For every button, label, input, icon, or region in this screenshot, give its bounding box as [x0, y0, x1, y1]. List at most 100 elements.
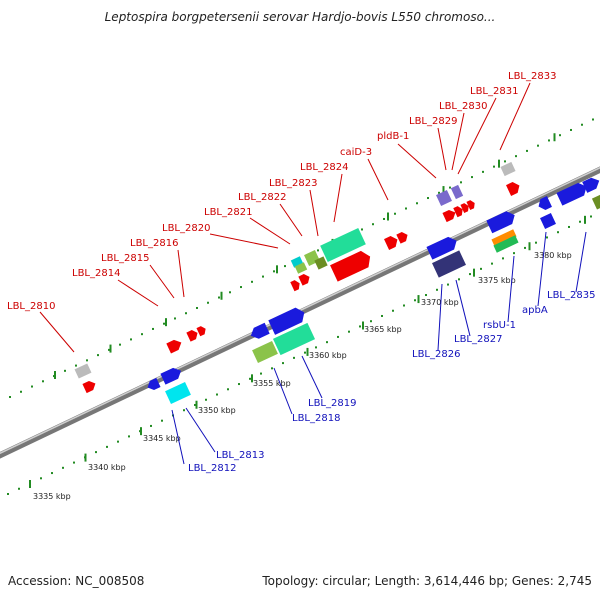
leader-line — [367, 158, 389, 201]
gene-label-LBL_2821[interactable]: LBL_2821 — [204, 207, 252, 218]
gene-feature[interactable] — [536, 196, 552, 212]
genome-summary-text: Topology: circular; Length: 3,614,446 bp… — [262, 574, 592, 588]
gene-feature-highlight — [259, 97, 301, 122]
leader-line — [185, 407, 216, 453]
gene-feature[interactable] — [432, 250, 466, 278]
tick-label-3360: 3360 kbp — [309, 351, 347, 360]
leader-line — [397, 143, 437, 179]
gene-label-LBL_2816[interactable]: LBL_2816 — [130, 238, 178, 249]
gene-label-LBL_2824[interactable]: LBL_2824 — [300, 162, 348, 173]
gene-feature[interactable] — [384, 234, 400, 250]
gene-label-LBL_2819[interactable]: LBL_2819 — [308, 398, 356, 409]
gene-label-rsbU-1[interactable]: rsbU-1 — [483, 320, 516, 331]
gene-feature[interactable] — [486, 209, 517, 234]
tick-label-3370: 3370 kbp — [421, 298, 459, 307]
gene-feature-highlight — [228, 123, 239, 130]
gene-feature[interactable] — [320, 227, 366, 263]
tick-label-3375: 3375 kbp — [478, 276, 516, 285]
tick-label-3350: 3350 kbp — [198, 406, 236, 415]
gene-label-caiD-3[interactable]: caiD-3 — [340, 147, 372, 158]
gene-label-LBL_2823[interactable]: LBL_2823 — [269, 178, 317, 189]
gene-feature[interactable] — [82, 379, 97, 394]
forward-dotted-track — [9, 118, 594, 398]
gene-feature-highlight — [239, 111, 253, 121]
gene-feature[interactable] — [314, 256, 328, 270]
gene-feature-highlight — [364, 104, 394, 120]
gene-label-LBL_2833[interactable]: LBL_2833 — [508, 71, 556, 82]
gene-label-LBL_2829[interactable]: LBL_2829 — [409, 116, 457, 127]
gene-feature[interactable] — [500, 161, 516, 177]
gene-feature[interactable] — [248, 322, 270, 341]
reverse-dotted-track — [7, 215, 592, 495]
map-title: Leptospira borgpetersenii serovar Hardjo… — [104, 10, 496, 24]
gene-feature[interactable] — [160, 365, 183, 385]
gene-feature[interactable] — [540, 213, 556, 229]
gene-feature[interactable] — [196, 325, 207, 337]
gene-feature[interactable] — [74, 363, 92, 379]
gene-feature[interactable] — [491, 229, 517, 247]
leader-line — [451, 112, 465, 171]
gene-label-LBL_2813[interactable]: LBL_2813 — [216, 450, 264, 461]
leader-line — [149, 264, 175, 299]
gene-feature-highlight — [336, 104, 347, 111]
gene-feature[interactable] — [165, 382, 191, 404]
gene-feature-highlight — [484, 94, 498, 104]
tick-label-3365: 3365 kbp — [364, 325, 402, 334]
gene-feature[interactable] — [298, 272, 311, 286]
gene-feature[interactable] — [450, 184, 464, 200]
reverse-gene-labels: LBL_2812 LBL_2813 LBL_2818 LBL_2819 LBL_… — [188, 290, 595, 474]
gene-feature-highlight — [66, 170, 89, 185]
gene-label-pldB-1[interactable]: pldB-1 — [377, 131, 409, 142]
gene-feature[interactable] — [272, 322, 316, 356]
gene-feature[interactable] — [396, 230, 409, 244]
gene-label-LBL_2820[interactable]: LBL_2820 — [162, 223, 210, 234]
gene-label-LBL_2815[interactable]: LBL_2815 — [101, 253, 149, 264]
gene-feature[interactable] — [460, 202, 470, 214]
leader-line — [273, 367, 293, 415]
gene-feature-highlight — [386, 83, 400, 94]
gene-feature-highlight — [486, 86, 498, 95]
gene-feature[interactable] — [252, 341, 278, 363]
gene-feature[interactable] — [290, 279, 301, 292]
gene-feature[interactable] — [506, 180, 522, 196]
gene-feature[interactable] — [466, 199, 476, 211]
leader-line — [171, 409, 185, 465]
gene-label-LBL_2835[interactable]: LBL_2835 — [547, 290, 595, 301]
gene-label-LBL_2818[interactable]: LBL_2818 — [292, 413, 340, 424]
gene-feature[interactable] — [186, 328, 199, 342]
forward-gene-labels: LBL_2810 LBL_2814 LBL_2815 LBL_2816 LBL_… — [7, 71, 556, 312]
gene-feature[interactable] — [442, 208, 457, 223]
gene-label-LBL_2810[interactable]: LBL_2810 — [7, 301, 55, 312]
gene-feature-highlight — [366, 109, 396, 128]
gene-feature[interactable] — [166, 338, 183, 354]
gene-feature-highlight — [227, 117, 238, 125]
gene-feature-highlight — [188, 140, 226, 164]
gene-label-LBL_2827[interactable]: LBL_2827 — [454, 334, 502, 345]
gene-feature[interactable] — [145, 377, 161, 392]
gene-label-LBL_2814[interactable]: LBL_2814 — [72, 268, 120, 279]
leader-line — [117, 279, 159, 307]
tick-label-3340: 3340 kbp — [88, 463, 126, 472]
gene-feature-highlight — [541, 86, 553, 95]
gene-label-LBL_2830[interactable]: LBL_2830 — [439, 101, 487, 112]
gene-feature[interactable] — [436, 190, 452, 206]
gene-label-LBL_2831[interactable]: LBL_2831 — [470, 86, 518, 97]
gene-feature[interactable] — [330, 248, 374, 282]
gene-feature[interactable] — [426, 234, 459, 260]
gene-label-LBL_2822[interactable]: LBL_2822 — [238, 192, 286, 203]
gene-label-apbA[interactable]: apbA — [522, 305, 548, 316]
kbp-scale: 3335 kbp 3340 kbp 3345 kbp 3350 kbp 3355… — [33, 251, 572, 501]
gene-feature[interactable] — [453, 205, 464, 218]
gene-feature[interactable] — [556, 180, 589, 206]
leader-line — [209, 233, 279, 249]
gene-label-LBL_2826[interactable]: LBL_2826 — [412, 349, 460, 360]
gene-label-LBL_2812[interactable]: LBL_2812 — [188, 463, 236, 474]
gene-feature-highlight — [248, 114, 260, 123]
gene-feature[interactable] — [493, 235, 519, 253]
gene-feature[interactable] — [591, 194, 600, 210]
leader-line — [249, 217, 291, 245]
gene-feature[interactable] — [582, 175, 600, 193]
gene-feature[interactable] — [268, 305, 307, 335]
gene-feature[interactable] — [294, 262, 308, 274]
